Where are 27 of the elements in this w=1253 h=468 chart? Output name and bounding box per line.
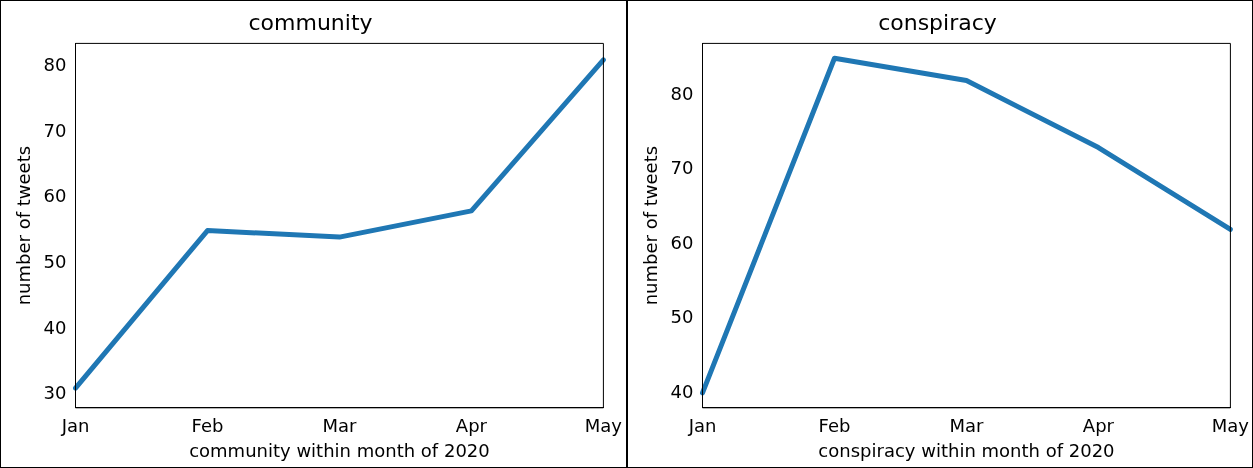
x-axis-title: conspiracy within month of 2020: [818, 439, 1115, 461]
y-tick-label: 40: [670, 380, 694, 402]
y-tick-label: 40: [43, 316, 67, 338]
chart-title: conspiracy: [878, 9, 997, 35]
y-tick-label: 50: [43, 251, 67, 273]
y-tick-label: 80: [43, 54, 67, 76]
x-tick-label: Apr: [455, 415, 488, 437]
y-tick-label: 80: [670, 83, 694, 105]
x-tick-label: Jan: [60, 415, 90, 437]
x-tick-label: Apr: [1082, 415, 1115, 437]
y-tick-label: 50: [670, 306, 694, 328]
y-axis-title: number of tweets: [13, 145, 35, 306]
chart-title: community: [248, 9, 373, 35]
x-tick-label: May: [584, 415, 623, 437]
x-tick-label: Feb: [191, 415, 224, 437]
y-tick-label: 70: [43, 119, 67, 141]
y-tick-label: 70: [670, 157, 694, 179]
x-tick-label: May: [1211, 415, 1250, 437]
x-tick-label: Mar: [322, 415, 358, 437]
y-tick-label: 60: [670, 231, 694, 253]
y-axis-title: number of tweets: [640, 145, 662, 306]
x-tick-label: Feb: [818, 415, 851, 437]
y-tick-label: 60: [43, 185, 67, 207]
x-tick-label: Jan: [687, 415, 717, 437]
x-axis-title: community within month of 2020: [189, 439, 490, 461]
y-tick-label: 30: [43, 382, 67, 404]
x-tick-label: Mar: [949, 415, 985, 437]
